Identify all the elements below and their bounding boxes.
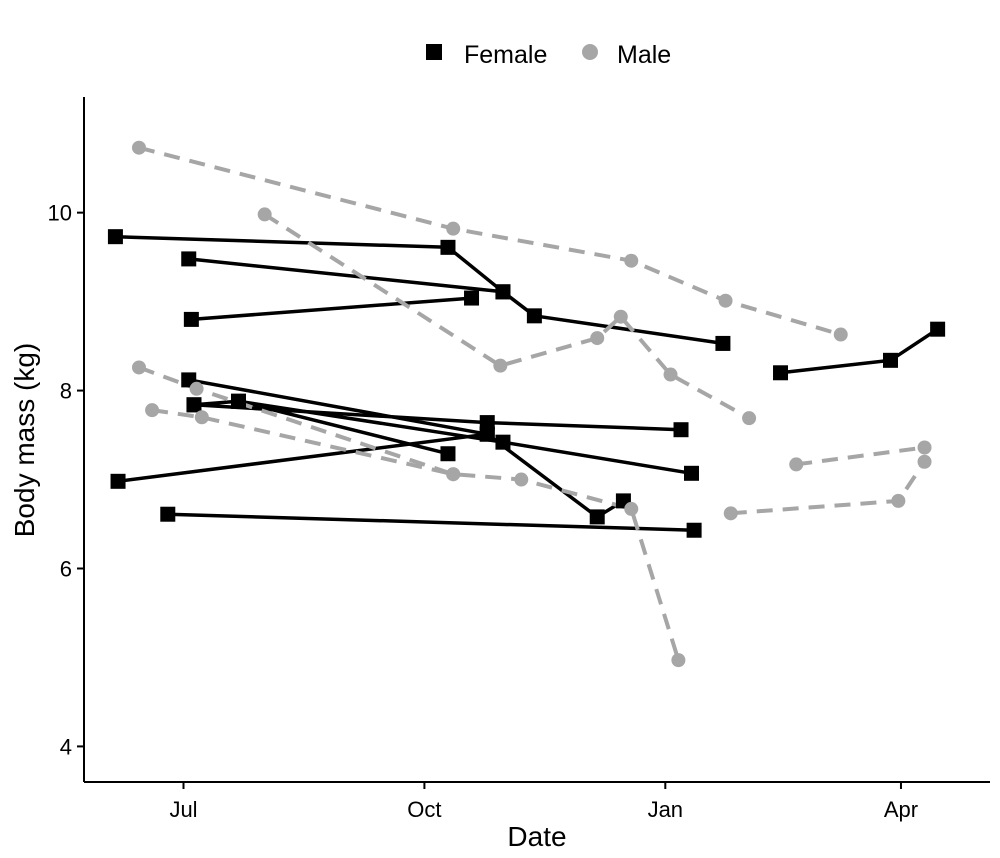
male-point (624, 501, 639, 516)
male-point (833, 327, 848, 342)
plot-area (107, 140, 946, 668)
y-tick-label: 10 (48, 201, 72, 226)
x-tick-label: Jan (648, 797, 683, 822)
female-point (440, 446, 456, 462)
female-point (715, 335, 731, 351)
x-tick-label: Apr (884, 797, 918, 822)
male-point (723, 506, 738, 521)
y-ticks: 4 6 8 10 (48, 201, 84, 759)
x-ticks: Jul Oct Jan Apr (169, 782, 918, 822)
male-point (189, 381, 204, 396)
female-lines (115, 234, 939, 532)
female-point (440, 239, 456, 255)
legend-male-marker (582, 44, 598, 60)
y-tick-label: 8 (60, 379, 72, 404)
female-point (526, 308, 542, 324)
female-point (110, 473, 126, 489)
female-point (683, 465, 699, 481)
female-point (773, 365, 789, 381)
female-point (930, 321, 946, 337)
female-point (686, 522, 702, 538)
female-point (479, 415, 495, 431)
x-tick-label: Oct (407, 797, 441, 822)
female-point (186, 397, 202, 413)
male-point (613, 309, 628, 324)
female-individual-line (117, 432, 488, 484)
male-point (493, 358, 508, 373)
male-point (131, 360, 146, 375)
male-point (671, 653, 686, 668)
female-individual-line (188, 378, 625, 519)
y-tick-label: 4 (60, 734, 72, 759)
x-axis-title: Date (507, 821, 566, 852)
female-point (495, 284, 511, 300)
female-individual-line (191, 296, 472, 322)
female-point (464, 290, 480, 306)
y-axis-title: Body mass (kg) (9, 343, 40, 538)
male-point (789, 457, 804, 472)
male-point (718, 293, 733, 308)
male-point (446, 221, 461, 236)
female-point (181, 251, 197, 267)
male-point (917, 454, 932, 469)
male-point (446, 467, 461, 482)
male-point (145, 403, 160, 418)
female-point (495, 434, 511, 450)
male-individual-line (151, 408, 454, 477)
y-tick-label: 6 (60, 556, 72, 581)
female-point (479, 426, 495, 442)
male-point (194, 410, 209, 425)
female-individual-line (780, 327, 939, 375)
male-point (514, 472, 529, 487)
female-point (589, 509, 605, 525)
male-individual-line (795, 445, 925, 467)
female-individual-line (167, 512, 695, 532)
male-point (257, 207, 272, 222)
axes (83, 97, 990, 783)
female-points (107, 229, 946, 538)
legend: Female Male (426, 41, 671, 69)
male-point (917, 440, 932, 455)
male-point (891, 493, 906, 508)
female-point (107, 229, 123, 245)
male-point (742, 411, 757, 426)
male-individual-line (138, 365, 681, 661)
male-point (663, 367, 678, 382)
female-point (183, 311, 199, 327)
legend-female-label: Female (464, 41, 547, 69)
male-point (131, 140, 146, 155)
female-point (882, 352, 898, 368)
x-tick-label: Jul (169, 797, 197, 822)
male-individual-line (263, 212, 751, 420)
female-point (160, 506, 176, 522)
male-points (131, 140, 932, 668)
male-point (590, 331, 605, 346)
legend-male-label: Male (617, 41, 671, 69)
female-individual-line (188, 257, 504, 294)
male-point (624, 253, 639, 268)
female-point (230, 393, 246, 409)
legend-female-marker (426, 44, 442, 60)
female-point (673, 422, 689, 438)
